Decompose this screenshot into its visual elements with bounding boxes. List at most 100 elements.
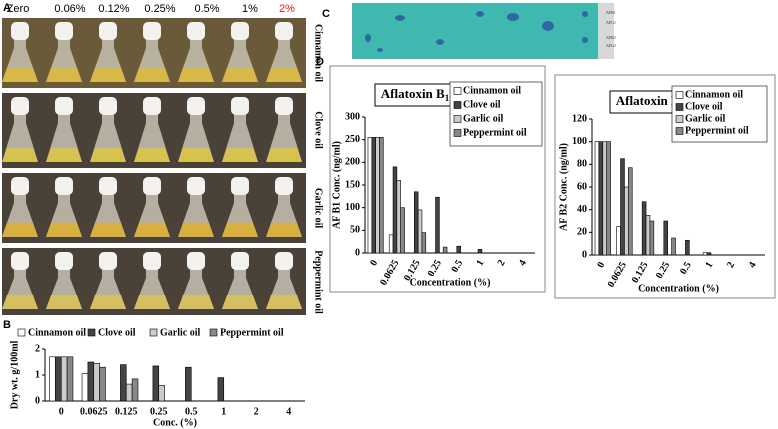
y-axis-title: AF B1 Conc. (ng/ml)	[331, 141, 342, 229]
bar	[49, 356, 56, 402]
liquid	[2, 223, 38, 237]
y-tick-label: 200	[345, 157, 360, 168]
liquid	[178, 223, 214, 237]
y-tick-label: 120	[572, 113, 587, 124]
tlc-label: AFG2	[606, 43, 616, 48]
liquid	[90, 68, 126, 82]
bar	[217, 377, 225, 402]
legend-label: Peppermint oil	[463, 127, 527, 138]
y-tick-label: 150	[345, 179, 360, 190]
title-text: Aflatoxin B	[381, 86, 445, 101]
legend-label: Garlic oil	[463, 113, 503, 124]
bar	[685, 239, 690, 256]
liquid	[178, 295, 214, 309]
bar	[120, 364, 127, 402]
x-tick-label: 1	[703, 260, 715, 270]
liquid	[178, 68, 214, 82]
legend-box	[671, 85, 768, 143]
legend-swatch	[675, 91, 684, 99]
bar	[649, 220, 655, 256]
bar	[421, 232, 427, 254]
tlc-label: AFB1	[606, 10, 616, 15]
x-tick-label: 0.0625	[80, 406, 108, 417]
plug	[99, 97, 117, 115]
plug	[11, 97, 29, 115]
x-tick-label: 1	[474, 258, 486, 268]
bar	[388, 234, 394, 254]
liquid	[46, 295, 82, 309]
bar	[442, 246, 448, 254]
plug	[231, 22, 249, 40]
x-tick-label: 0.0625	[606, 260, 629, 289]
bar	[185, 366, 192, 402]
y-axis-title: Dry wt. g/100ml	[9, 340, 20, 409]
legend-swatch	[675, 127, 684, 135]
plug	[275, 177, 293, 195]
x-tick-label: 0.5	[678, 260, 694, 276]
bar	[152, 365, 160, 402]
liquid	[222, 68, 258, 82]
bar	[158, 385, 165, 402]
plug	[187, 97, 205, 115]
bar	[400, 207, 405, 254]
bar	[87, 361, 95, 402]
bar	[375, 137, 380, 254]
liquid	[178, 148, 214, 162]
x-tick-label: 0	[59, 406, 64, 417]
y-axis-title: AF B2 Conc. (ng/ml)	[558, 143, 569, 231]
x-tick-label: 0.25	[426, 258, 444, 279]
legend-label: Cinnamon oil	[28, 327, 86, 338]
bar	[379, 137, 384, 254]
legend-label: Garlic oil	[160, 327, 200, 338]
bar	[645, 215, 651, 256]
liquid	[90, 148, 126, 162]
x-tick-label: 0.25	[654, 260, 672, 281]
bar	[55, 356, 62, 402]
bar	[477, 249, 483, 254]
concentration-label: 2%	[279, 3, 295, 15]
plug	[99, 252, 117, 270]
concentration-label: 0.06%	[54, 3, 85, 15]
liquid	[46, 68, 82, 82]
plug	[11, 252, 29, 270]
legend-swatch	[87, 328, 96, 337]
bar	[663, 220, 668, 256]
y-tick-label: 100	[572, 136, 587, 147]
liquid	[222, 148, 258, 162]
plug	[143, 22, 161, 40]
y-tick-label: 300	[345, 111, 360, 122]
y-tick-label: 2	[35, 343, 40, 354]
concentration-label: 1%	[242, 3, 258, 15]
legend-swatch	[453, 129, 462, 137]
y-tick-label: 80	[577, 159, 587, 170]
concentration-label: 0.5%	[194, 3, 219, 15]
panel-label: A	[3, 2, 11, 14]
chart-frame	[554, 74, 776, 299]
bar	[81, 373, 89, 402]
liquid	[46, 223, 82, 237]
panel-label: B	[3, 319, 11, 331]
legend-label: Clove oil	[98, 327, 136, 338]
plug	[99, 22, 117, 40]
bar	[641, 201, 647, 256]
plug	[55, 22, 73, 40]
x-axis-title: Conc. (%)	[153, 417, 197, 428]
plug	[143, 97, 161, 115]
bar	[671, 237, 676, 256]
y-tick-label: 0	[35, 395, 40, 406]
flask-photos	[2, 18, 306, 315]
x-tick-label: 2	[254, 406, 259, 417]
liquid	[2, 68, 38, 82]
liquid	[266, 148, 302, 162]
plug	[55, 252, 73, 270]
concentration-label: 0.25%	[144, 3, 175, 15]
plug	[55, 177, 73, 195]
bar	[125, 383, 133, 402]
plug	[11, 177, 29, 195]
plug	[11, 22, 29, 40]
y-tick-label: 1	[35, 369, 40, 380]
legend-swatch	[675, 103, 684, 111]
x-tick-label: 1	[221, 406, 226, 417]
legend-label: Cinnamon oil	[685, 89, 743, 100]
chart-frame	[329, 65, 546, 293]
